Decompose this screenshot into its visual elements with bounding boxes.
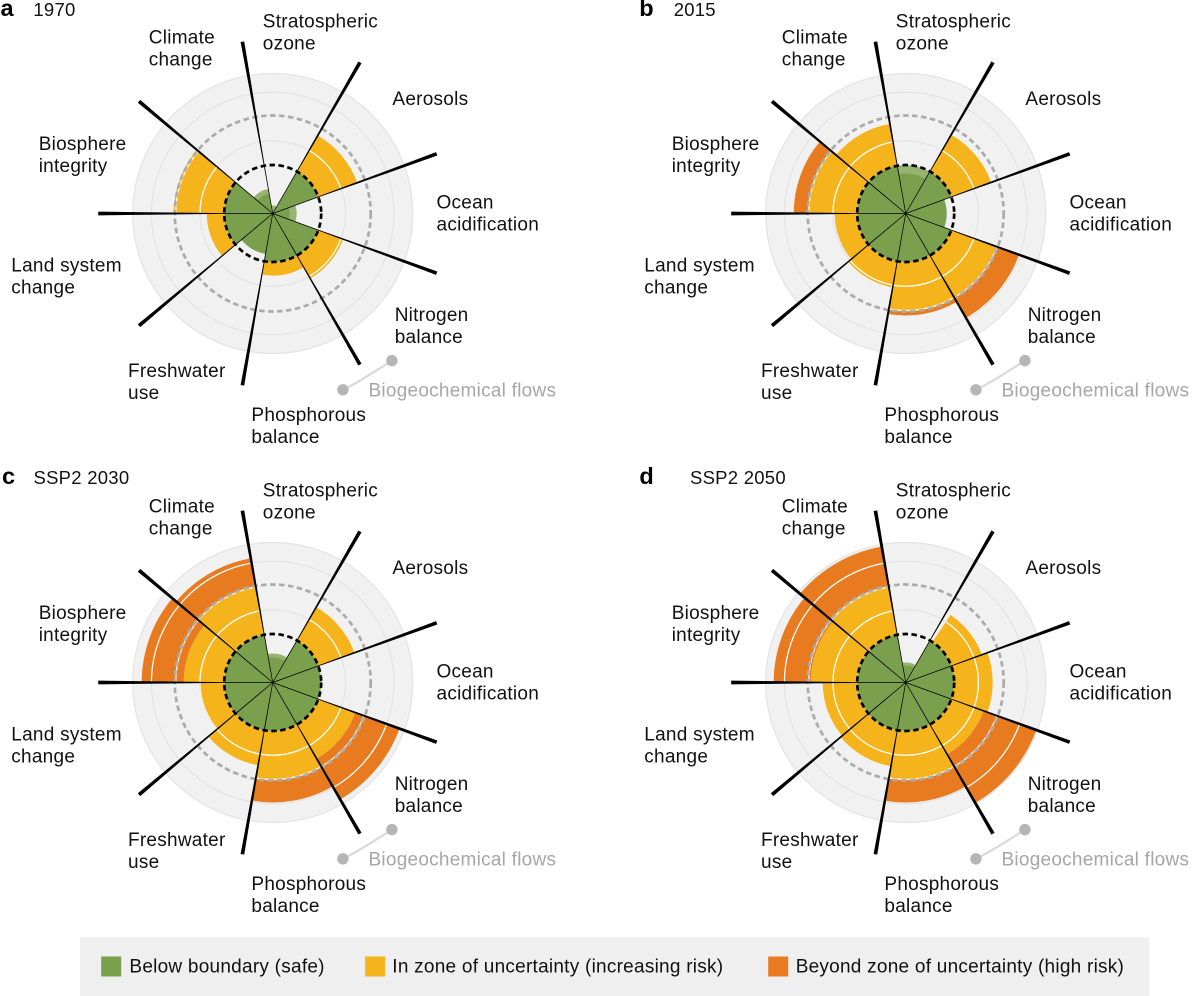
svg-text:Phosphorous: Phosphorous <box>884 874 999 895</box>
svg-text:ozone: ozone <box>896 33 949 54</box>
svg-text:c: c <box>2 463 15 489</box>
svg-text:Stratospheric: Stratospheric <box>896 11 1011 32</box>
svg-text:Beyond zone of uncertainty (hi: Beyond zone of uncertainty (high risk) <box>796 956 1124 977</box>
svg-text:Ocean: Ocean <box>437 662 494 683</box>
svg-text:Biosphere: Biosphere <box>672 134 760 155</box>
svg-text:SSP2 2050: SSP2 2050 <box>690 467 786 488</box>
svg-text:Nitrogen: Nitrogen <box>1028 774 1102 795</box>
svg-text:Stratospheric: Stratospheric <box>263 480 378 501</box>
svg-text:change: change <box>644 278 708 299</box>
svg-text:Climate: Climate <box>782 28 848 49</box>
svg-text:Nitrogen: Nitrogen <box>1028 305 1102 326</box>
svg-text:Biogeochemical flows: Biogeochemical flows <box>1002 381 1190 402</box>
svg-text:Biosphere: Biosphere <box>39 134 127 155</box>
svg-text:acidification: acidification <box>1070 215 1173 236</box>
svg-text:Biosphere: Biosphere <box>39 603 127 624</box>
svg-text:Phosphorous: Phosphorous <box>251 874 366 895</box>
svg-text:integrity: integrity <box>39 625 108 646</box>
svg-text:acidification: acidification <box>1070 684 1173 705</box>
svg-text:a: a <box>1 0 15 21</box>
svg-text:balance: balance <box>884 427 952 448</box>
svg-text:Biogeochemical flows: Biogeochemical flows <box>1002 850 1190 871</box>
svg-text:d: d <box>639 463 654 489</box>
svg-text:Freshwater: Freshwater <box>128 361 226 382</box>
svg-text:Stratospheric: Stratospheric <box>896 480 1011 501</box>
svg-text:acidification: acidification <box>437 215 540 236</box>
svg-text:Freshwater: Freshwater <box>761 830 859 851</box>
svg-text:change: change <box>782 50 846 71</box>
svg-text:Climate: Climate <box>149 28 215 49</box>
svg-text:Phosphorous: Phosphorous <box>884 405 999 426</box>
svg-text:integrity: integrity <box>672 625 741 646</box>
svg-text:balance: balance <box>1028 327 1096 348</box>
svg-text:SSP2 2030: SSP2 2030 <box>34 467 130 488</box>
svg-text:balance: balance <box>884 896 952 917</box>
svg-text:Climate: Climate <box>149 497 215 518</box>
svg-text:acidification: acidification <box>437 684 540 705</box>
svg-text:balance: balance <box>395 327 463 348</box>
svg-text:Below boundary (safe): Below boundary (safe) <box>129 956 324 977</box>
svg-text:Nitrogen: Nitrogen <box>395 774 469 795</box>
svg-text:use: use <box>761 852 792 873</box>
svg-text:Biogeochemical flows: Biogeochemical flows <box>369 381 557 402</box>
svg-text:In zone of uncertainty (increa: In zone of uncertainty (increasing risk) <box>392 956 723 977</box>
svg-text:change: change <box>149 50 213 71</box>
svg-text:use: use <box>128 852 159 873</box>
svg-text:balance: balance <box>251 427 319 448</box>
svg-text:change: change <box>149 519 213 540</box>
svg-text:Land system: Land system <box>11 725 121 746</box>
svg-text:Freshwater: Freshwater <box>761 361 859 382</box>
svg-text:ozone: ozone <box>263 33 316 54</box>
svg-text:Climate: Climate <box>782 497 848 518</box>
svg-text:Ocean: Ocean <box>437 193 494 214</box>
svg-text:Aerosols: Aerosols <box>392 89 468 110</box>
svg-text:change: change <box>11 278 75 299</box>
svg-text:Phosphorous: Phosphorous <box>251 405 366 426</box>
svg-text:Stratospheric: Stratospheric <box>263 11 378 32</box>
svg-text:ozone: ozone <box>263 502 316 523</box>
svg-text:Land system: Land system <box>11 256 121 277</box>
svg-text:2015: 2015 <box>674 0 716 20</box>
svg-text:integrity: integrity <box>39 156 108 177</box>
svg-text:integrity: integrity <box>672 156 741 177</box>
svg-text:change: change <box>644 747 708 768</box>
svg-text:Aerosols: Aerosols <box>392 558 468 579</box>
svg-text:Ocean: Ocean <box>1070 193 1127 214</box>
svg-text:ozone: ozone <box>896 502 949 523</box>
svg-text:change: change <box>11 747 75 768</box>
svg-text:Nitrogen: Nitrogen <box>395 305 469 326</box>
svg-text:use: use <box>761 383 792 404</box>
svg-text:Biogeochemical flows: Biogeochemical flows <box>369 850 557 871</box>
svg-text:b: b <box>639 0 654 21</box>
svg-text:Ocean: Ocean <box>1070 662 1127 683</box>
svg-text:Aerosols: Aerosols <box>1025 89 1101 110</box>
svg-text:Freshwater: Freshwater <box>128 830 226 851</box>
svg-text:balance: balance <box>395 796 463 817</box>
svg-text:Land system: Land system <box>644 725 754 746</box>
svg-text:Land system: Land system <box>644 256 754 277</box>
svg-text:balance: balance <box>1028 796 1096 817</box>
svg-text:1970: 1970 <box>33 0 75 20</box>
svg-text:use: use <box>128 383 159 404</box>
svg-text:Biosphere: Biosphere <box>672 603 760 624</box>
svg-text:Aerosols: Aerosols <box>1025 558 1101 579</box>
svg-text:change: change <box>782 519 846 540</box>
svg-text:balance: balance <box>251 896 319 917</box>
